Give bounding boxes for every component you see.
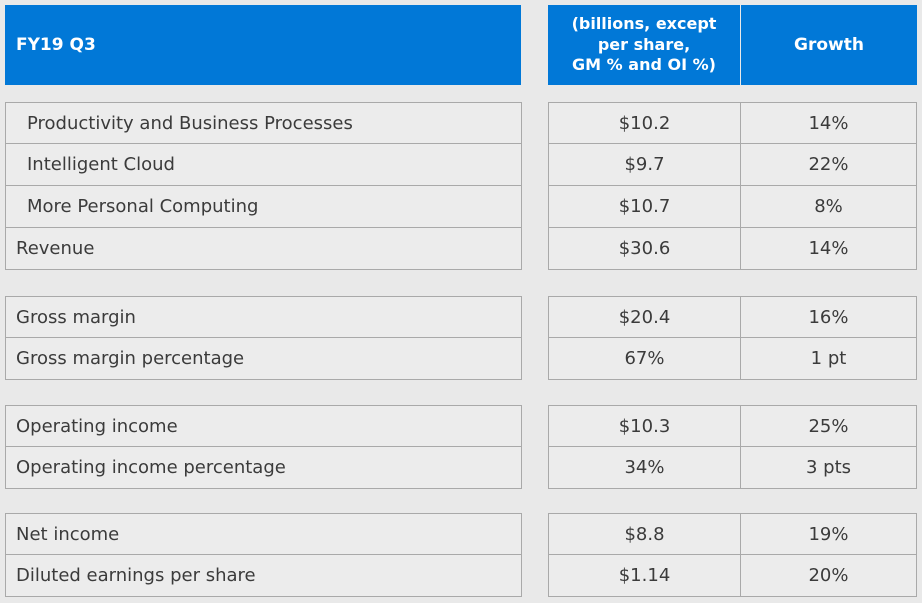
table-row: Operating income $10.3 25% xyxy=(0,405,922,447)
row-growth: 3 pts xyxy=(740,447,917,489)
table-group: Operating income $10.3 25% Operating income… xyxy=(0,405,922,489)
row-label: Revenue xyxy=(5,228,522,270)
row-label: Operating income xyxy=(5,405,522,447)
table-group: Gross margin $20.4 16% Gross margin percent… xyxy=(0,296,922,380)
table-row: Revenue $30.6 14% xyxy=(0,228,922,270)
row-growth: 1 pt xyxy=(740,338,917,380)
row-growth: 16% xyxy=(740,296,917,338)
table-row: More Personal Computing $10.7 8% xyxy=(0,186,922,228)
row-label: Diluted earnings per share xyxy=(5,555,522,597)
row-label: Productivity and Business Processes xyxy=(5,102,522,144)
row-value: $9.7 xyxy=(548,144,741,186)
header-value-column: (billions, except per share, GM % and OI… xyxy=(548,5,740,85)
row-value: $10.2 xyxy=(548,102,741,144)
row-value: $10.3 xyxy=(548,405,741,447)
row-label: Intelligent Cloud xyxy=(5,144,522,186)
row-label: Net income xyxy=(5,513,522,555)
table-row: Intelligent Cloud $9.7 22% xyxy=(0,144,922,186)
row-value: 67% xyxy=(548,338,741,380)
header-growth-column: Growth xyxy=(741,5,917,85)
table-row: Net income $8.8 19% xyxy=(0,513,922,555)
row-value: $8.8 xyxy=(548,513,741,555)
table-row: Gross margin $20.4 16% xyxy=(0,296,922,338)
row-value: $30.6 xyxy=(548,228,741,270)
table-group: Productivity and Business Processes $10.2… xyxy=(0,102,922,270)
table-row: Productivity and Business Processes $10.2… xyxy=(0,102,922,144)
row-growth: 20% xyxy=(740,555,917,597)
row-growth: 14% xyxy=(740,228,917,270)
row-growth: 19% xyxy=(740,513,917,555)
table-group: Net income $8.8 19% Diluted earnings per sh… xyxy=(0,513,922,597)
row-value: $10.7 xyxy=(548,186,741,228)
table-row: Diluted earnings per share $1.14 20% xyxy=(0,555,922,597)
row-label: More Personal Computing xyxy=(5,186,522,228)
row-label: Gross margin xyxy=(5,296,522,338)
row-value: $20.4 xyxy=(548,296,741,338)
row-growth: 14% xyxy=(740,102,917,144)
row-label: Operating income percentage xyxy=(5,447,522,489)
row-value: 34% xyxy=(548,447,741,489)
row-growth: 8% xyxy=(740,186,917,228)
row-value: $1.14 xyxy=(548,555,741,597)
table-row: Gross margin percentage 67% 1 pt xyxy=(0,338,922,380)
row-growth: 22% xyxy=(740,144,917,186)
row-growth: 25% xyxy=(740,405,917,447)
table-row: Operating income percentage 34% 3 pts xyxy=(0,447,922,489)
header-period-label: FY19 Q3 xyxy=(5,5,521,85)
row-label: Gross margin percentage xyxy=(5,338,522,380)
